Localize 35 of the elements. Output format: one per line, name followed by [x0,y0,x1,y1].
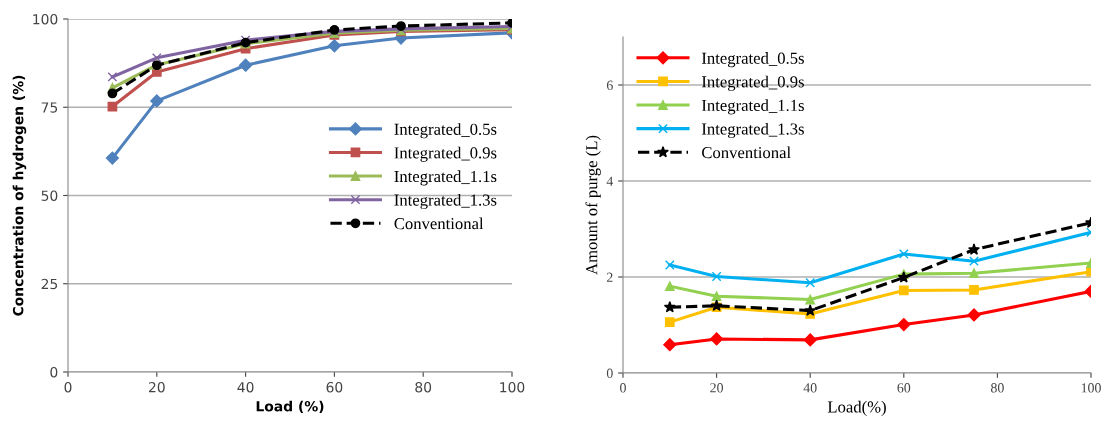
legend-label: Integrated_0.5s [701,52,804,68]
y-tick-label: 100 [33,13,58,25]
x-tick-label: 60 [326,381,343,393]
x-tick-label: 40 [237,381,254,393]
x-tick-label: 100 [1081,383,1101,393]
y-axis-title: Concentration of hydrogen (%) [12,75,27,316]
y-tick-label: 0 [606,368,613,378]
y-axis-title: Amount of purge (L) [585,135,601,275]
y-tick-label: 75 [41,102,58,113]
legend-label: Integrated_0.5s [394,123,497,139]
y-tick-label: 2 [606,272,613,282]
x-tick-label: 0 [64,381,72,393]
legend-label: Conventional [702,146,791,159]
y-tick-label: 50 [41,190,58,201]
x-axis-title: Load (%) [256,400,324,414]
legend-label: Integrated_1.3s [394,193,497,210]
x-tick-label: 80 [415,381,432,393]
legend-label: Integrated_1.3s [701,122,804,139]
x-tick-label: 0 [620,383,626,393]
legend-label: Integrated_1.1s [701,99,804,115]
x-axis-title: Load(%) [827,400,886,416]
x-tick-label: 60 [897,383,911,393]
y-tick-label: 0 [50,366,58,378]
legend-label: Integrated_0.9s [394,146,497,162]
legend-label: Conventional [394,217,484,230]
x-tick-label: 100 [500,381,525,393]
y-tick-label: 4 [606,176,614,186]
legend-label: Integrated_1.1s [394,170,497,186]
x-tick-label: 80 [990,383,1004,393]
y-tick-label: 6 [606,80,613,90]
legend-label: Integrated_0.9s [701,75,804,91]
x-tick-label: 20 [710,383,724,393]
y-tick-label: 25 [41,278,58,290]
x-tick-label: 20 [148,381,165,393]
x-tick-label: 40 [803,383,817,393]
